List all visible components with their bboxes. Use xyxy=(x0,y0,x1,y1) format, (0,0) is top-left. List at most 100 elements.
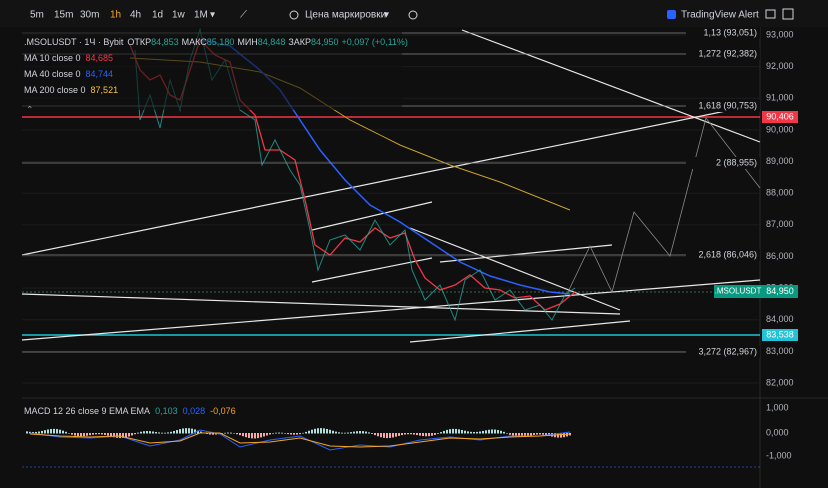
price-tick-label: 82,000 xyxy=(766,377,794,387)
signal-value: 0,028 xyxy=(183,406,206,416)
signal-line xyxy=(29,432,571,448)
hist-bar xyxy=(458,429,460,434)
hist-bar xyxy=(524,433,526,437)
hist-bar xyxy=(539,433,541,435)
interval-button[interactable]: 1d xyxy=(152,10,163,21)
hist-bar xyxy=(389,433,391,438)
hist-bar xyxy=(101,433,103,435)
hist-bar xyxy=(65,431,67,434)
dropdown-arrow[interactable]: ▾ xyxy=(210,10,215,21)
interval-button[interactable]: 30m xyxy=(80,10,99,21)
hist-bar xyxy=(167,432,169,434)
interval-button[interactable]: 1h xyxy=(110,10,121,21)
fib-label: 3,272 (82,967) xyxy=(698,346,757,356)
hist-bar xyxy=(95,433,97,435)
price-tick-label: 88,000 xyxy=(766,188,794,198)
hist-bar xyxy=(146,430,148,434)
interval-button[interactable]: 5m xyxy=(30,10,44,21)
interval-group: 5m 15m 30m 1h 4h 1d 1w 1M xyxy=(30,10,208,21)
hist-bar xyxy=(311,429,313,434)
fib-label-bg xyxy=(686,100,760,112)
close: 84,950 xyxy=(311,37,339,47)
hist-bar xyxy=(482,430,484,434)
hist-bar xyxy=(350,432,352,434)
red-level-value: 90,406 xyxy=(766,111,794,121)
hist-bar xyxy=(224,432,226,434)
trend-line xyxy=(21,293,621,315)
trend-line xyxy=(311,257,433,283)
hist-bar xyxy=(287,433,289,435)
hist-bar xyxy=(170,431,172,434)
fib-label: 1,272 (92,382) xyxy=(698,48,757,58)
hist-bar xyxy=(257,433,259,439)
indicator-value: 87,521 xyxy=(91,85,119,95)
hist-bar xyxy=(518,433,520,437)
hist-bar xyxy=(545,433,547,436)
hist-bar xyxy=(494,429,496,434)
interval-button[interactable]: 4h xyxy=(130,10,141,21)
hist-bar xyxy=(41,430,43,434)
price-tick-label: 87,000 xyxy=(766,219,794,229)
dropdown-arrow[interactable]: ▾ xyxy=(384,10,389,21)
hist-bar xyxy=(293,433,295,435)
hist-bar xyxy=(32,432,34,434)
indicator-value: 84,685 xyxy=(86,53,114,63)
hist-bar xyxy=(158,432,160,434)
hist-bar xyxy=(413,433,415,435)
hist-bar xyxy=(404,433,406,435)
collapse-icon[interactable]: ⌃ xyxy=(26,104,34,114)
fib-label-bg xyxy=(686,27,760,39)
hist-bar xyxy=(161,432,163,434)
hist-bar xyxy=(302,432,304,434)
hist-bar xyxy=(335,431,337,434)
hist-bar xyxy=(233,433,235,434)
interval-button[interactable]: 1M xyxy=(194,10,208,21)
hist-bar xyxy=(254,433,256,439)
camera-icon[interactable] xyxy=(765,9,776,19)
hist-bar xyxy=(182,428,184,434)
macd-label: MACD 12 26 close 9 EMA EMA 0,103 0,028 -0,0… xyxy=(24,406,236,416)
interval-button[interactable]: 1w xyxy=(172,10,186,21)
fullscreen-icon[interactable] xyxy=(782,8,794,20)
hist-bar xyxy=(410,433,412,435)
price-type[interactable]: Цена маркировки xyxy=(305,10,386,21)
hist-bar xyxy=(263,433,265,437)
price-tick-label: 84,000 xyxy=(766,314,794,324)
hist-bar xyxy=(86,433,88,436)
interval-button[interactable]: 15m xyxy=(54,10,73,21)
hist-bar xyxy=(431,433,433,436)
hist-bar xyxy=(422,433,424,437)
hist-bar xyxy=(479,431,481,434)
cyan-level-value: 83,538 xyxy=(766,329,794,339)
open: 84,853 xyxy=(151,37,179,47)
add-icon[interactable] xyxy=(408,10,418,20)
close-label: ЗАКР xyxy=(288,37,311,47)
hist-bar xyxy=(173,430,175,434)
hist-bar xyxy=(353,431,355,434)
hist-bar xyxy=(443,430,445,434)
hist-bar xyxy=(53,428,55,434)
alert-button[interactable]: TradingView Alert xyxy=(681,10,759,21)
hist-bar xyxy=(473,432,475,434)
hist-bar xyxy=(470,431,472,434)
hist-bar xyxy=(227,432,229,434)
symbol-badge-text: .MSOLUSDT xyxy=(715,287,762,296)
hist-bar xyxy=(152,431,154,434)
price-tick-label: 90,000 xyxy=(766,124,794,134)
hist-bar xyxy=(392,433,394,438)
price-tick-label: 83,000 xyxy=(766,346,794,356)
indicator-name: MA 10 close 0 xyxy=(24,53,81,63)
hist-bar xyxy=(464,430,466,434)
hist-bar xyxy=(491,429,493,434)
hist-bar xyxy=(446,429,448,434)
hist-bar xyxy=(116,433,118,438)
hist-bar xyxy=(125,433,127,438)
indicator-icon[interactable]: ⟋ xyxy=(240,10,247,21)
hist-bar xyxy=(461,429,463,434)
hist-bar xyxy=(278,432,280,434)
histogram-value: -0,076 xyxy=(210,406,236,416)
hist-bar xyxy=(197,430,199,434)
hist-bar xyxy=(341,432,343,434)
hist-bar xyxy=(260,433,262,438)
hist-bar xyxy=(323,428,325,434)
